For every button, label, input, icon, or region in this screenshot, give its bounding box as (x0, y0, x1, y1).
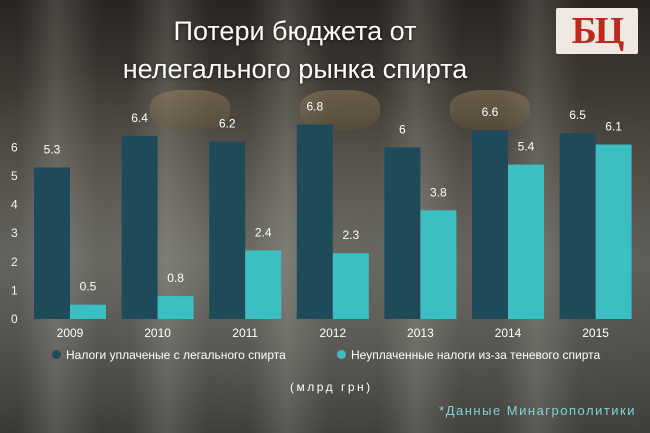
y-tick-label: 3 (11, 226, 18, 240)
data-label: 2.3 (342, 228, 359, 242)
data-label: 5.4 (518, 140, 535, 154)
bar-legal (209, 141, 246, 319)
source-note: *Данные Минагрополитики (439, 403, 636, 418)
unit-label: (млрд грн) (290, 380, 373, 394)
legend-item-legal: Налоги уплаченые с легального спирта (52, 348, 286, 362)
bar-shadow (157, 296, 194, 319)
legend-swatch-legal (52, 350, 61, 360)
legend-label-shadow: Неуплаченные налоги из-за теневого спирт… (351, 348, 601, 362)
chart-title: Потери бюджета от нелегального рынка спи… (0, 12, 590, 88)
x-tick-label: 2012 (319, 326, 346, 340)
legend-swatch-shadow (337, 350, 346, 360)
data-label: 6 (399, 122, 406, 136)
data-label: 2.4 (255, 225, 272, 239)
bar-shadow (332, 253, 369, 319)
data-label: 3.8 (430, 185, 447, 199)
x-tick-label: 2011 (232, 326, 258, 340)
bar-legal (384, 147, 421, 319)
y-tick-label: 5 (11, 169, 18, 183)
logo: БЦ (556, 8, 638, 54)
y-tick-label: 0 (11, 312, 18, 326)
y-tick-label: 1 (11, 283, 18, 297)
data-label: 6.5 (569, 108, 586, 122)
bar-shadow (420, 210, 457, 319)
data-label: 0.8 (167, 271, 184, 285)
bar-legal (34, 167, 70, 319)
bar-shadow (508, 164, 544, 319)
data-label: 6.8 (306, 100, 323, 114)
x-tick-label: 2015 (582, 326, 609, 340)
bar-shadow (70, 304, 106, 319)
x-tick-label: 2014 (495, 326, 522, 340)
data-label: 6.2 (219, 117, 236, 131)
data-label: 5.3 (44, 142, 61, 156)
legend-item-shadow: Неуплаченные налоги из-за теневого спирт… (337, 348, 600, 362)
bar-legal (472, 130, 508, 319)
legend-label-legal: Налоги уплаченые с легального спирта (66, 348, 286, 362)
bar-legal (559, 133, 596, 319)
bar-legal (121, 135, 158, 319)
x-tick-label: 2009 (57, 326, 84, 340)
data-label: 6.4 (131, 111, 148, 125)
y-tick-label: 4 (11, 198, 18, 212)
legend: Налоги уплаченые с легального спирта Неу… (52, 348, 632, 366)
data-label: 6.6 (482, 105, 499, 119)
bar-shadow (245, 250, 282, 319)
chart-title-line: Потери бюджета от (173, 16, 417, 46)
background-bottle-cap (450, 90, 530, 130)
logo-text: БЦ (571, 10, 625, 52)
bar-legal (296, 124, 333, 320)
y-tick-label: 2 (11, 255, 18, 269)
background-bottle-cap (300, 90, 380, 130)
y-tick-label: 6 (11, 140, 18, 154)
data-label: 0.5 (80, 280, 97, 294)
background-bottle-cap (150, 90, 230, 130)
data-label: 6.1 (605, 120, 622, 134)
bar-chart: 0 1 2 3 4 5 6 2009 5.3 0.5 2010 6.4 0.8 2011 6.2 2.4 201… (11, 100, 632, 340)
x-tick-label: 2013 (407, 326, 434, 340)
bar-shadow (595, 144, 632, 319)
chart-title-line: нелегального рынка спирта (122, 54, 468, 84)
x-tick-label: 2010 (144, 326, 171, 340)
